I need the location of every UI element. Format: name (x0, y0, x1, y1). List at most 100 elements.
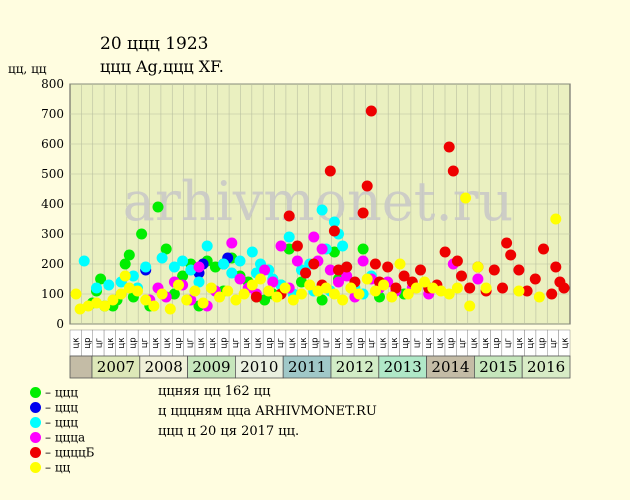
quarter-label: цг (276, 337, 286, 348)
data-point (451, 282, 463, 294)
quarter-label: цг (94, 337, 104, 348)
data-point (230, 294, 242, 306)
legend-label: – цц (45, 460, 71, 475)
data-point (214, 291, 225, 303)
year-cell-blank (69, 355, 93, 379)
data-point (386, 291, 398, 303)
quarter-label: цк (344, 338, 354, 349)
data-point (226, 237, 238, 249)
data-point (296, 288, 307, 300)
data-point (246, 279, 258, 291)
data-point (156, 288, 168, 300)
data-point (324, 165, 336, 177)
data-point (234, 273, 246, 285)
legend-swatch (30, 432, 41, 443)
data-point (324, 264, 336, 276)
legend-swatch (30, 402, 41, 413)
y-tick-label: 700 (41, 107, 64, 121)
quarter-label: цр (219, 337, 229, 348)
data-point (107, 294, 119, 306)
data-point (189, 285, 201, 297)
data-point (341, 261, 353, 273)
data-point (78, 255, 90, 267)
data-point (283, 210, 295, 222)
y-tick-label: 200 (41, 257, 64, 271)
data-point (337, 240, 349, 252)
quarter-label: цр (129, 337, 139, 348)
quarter-label: цг (322, 337, 332, 348)
quarter-label: цк (117, 338, 127, 349)
data-point (328, 216, 340, 228)
data-point (464, 282, 476, 294)
data-point (275, 240, 287, 252)
quarter-label: цг (504, 337, 514, 348)
year-label: 2014 (431, 358, 469, 376)
data-point (226, 267, 238, 279)
year-label: 2007 (97, 358, 135, 376)
data-point (115, 288, 127, 300)
quarter-label: цг (231, 337, 241, 348)
data-point (533, 291, 545, 303)
data-point (501, 237, 513, 249)
data-point (357, 207, 369, 219)
data-point (410, 282, 422, 294)
data-point (283, 231, 295, 243)
quarter-label: цк (526, 338, 536, 349)
year-label: 2008 (145, 358, 183, 376)
data-point (132, 285, 143, 297)
data-point (394, 258, 406, 270)
data-point (341, 270, 353, 282)
data-point (193, 276, 205, 288)
data-point (304, 279, 316, 291)
quarter-label: цк (560, 338, 570, 349)
data-point (168, 261, 180, 273)
legend-label: – ццц (45, 400, 78, 415)
data-point (255, 273, 266, 285)
year-label: 2010 (240, 358, 278, 376)
year-label: 2016 (527, 358, 565, 376)
data-point (99, 300, 111, 312)
chart-subtitle: ццц Ag,ццц XF. (100, 57, 224, 76)
quarter-label: цг (367, 337, 377, 348)
quarter-label: цр (174, 337, 184, 348)
quarter-label: цк (379, 338, 389, 349)
data-point (218, 258, 230, 270)
data-point (451, 255, 463, 267)
data-point (390, 282, 402, 294)
data-point (456, 270, 467, 282)
data-point (378, 279, 390, 291)
year-cell (521, 355, 571, 379)
y-tick-label: 600 (41, 137, 64, 151)
data-point (447, 165, 459, 177)
quarter-label: цк (254, 338, 264, 349)
data-point (460, 192, 472, 204)
data-point (398, 270, 410, 282)
data-point (439, 246, 451, 258)
data-point (205, 282, 217, 294)
quarter-label: цк (288, 338, 298, 349)
quarter-axis: цк цр цг цк цк цр цг цк цк цр цг цк цк цр цг цк цк цр цг цк… (69, 329, 570, 357)
quarter-label: цк (106, 338, 116, 349)
data-point (480, 282, 492, 294)
data-point (464, 300, 476, 312)
y-tick-label: 400 (41, 197, 64, 211)
data-point (238, 288, 250, 300)
quarter-label: цк (481, 338, 491, 349)
data-point (267, 276, 279, 288)
data-point (415, 264, 426, 276)
data-point (279, 282, 291, 294)
data-point (320, 282, 332, 294)
data-point (308, 231, 320, 243)
legend-label: – цццa (45, 430, 86, 445)
data-point (361, 180, 373, 192)
legend-item: – ццц (30, 415, 78, 430)
data-point (234, 255, 246, 267)
quarter-label: цг (140, 337, 150, 348)
data-point (353, 288, 365, 300)
data-point (308, 258, 320, 270)
quarter-label: цг (458, 337, 468, 348)
legend-item: – ццц (30, 385, 78, 400)
legend-label: – ццц (45, 415, 78, 430)
data-point (472, 261, 484, 273)
year-label: 2011 (288, 358, 326, 376)
